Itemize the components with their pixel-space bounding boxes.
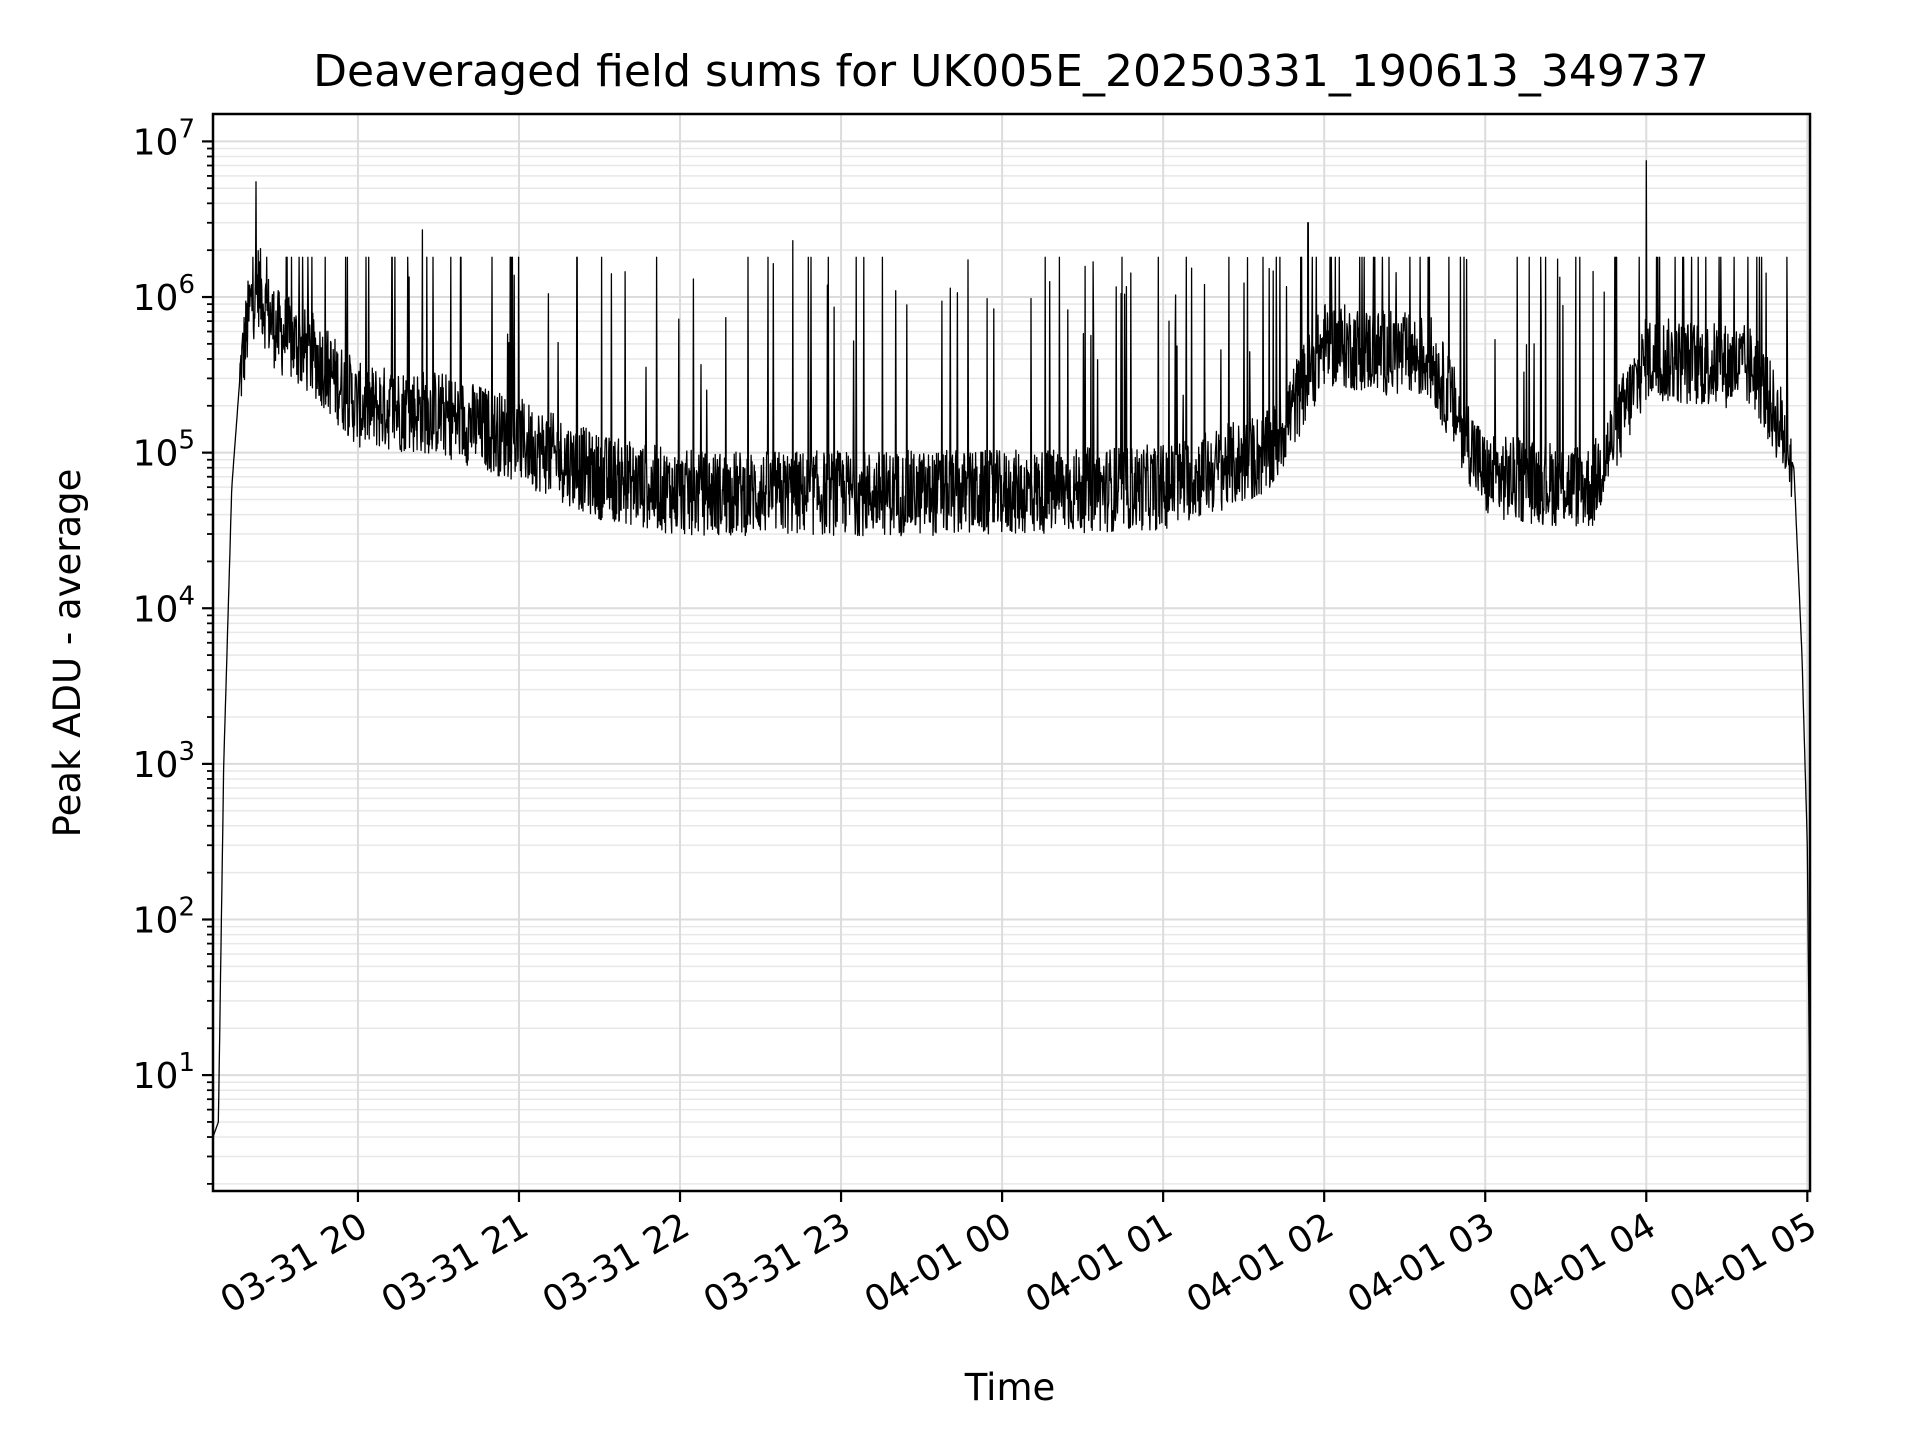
y-tick-label: 106 xyxy=(133,270,195,319)
y-tick-label: 105 xyxy=(133,426,195,475)
y-axis-ticks: 101 102 103 104 105 106 107 xyxy=(133,114,213,1185)
series-line xyxy=(212,160,1811,1138)
y-tick-label: 103 xyxy=(133,737,195,786)
y-axis-label: Peak ADU - average xyxy=(46,469,89,838)
y-tick-label: 102 xyxy=(133,892,195,941)
y-tick-label: 107 xyxy=(133,114,195,163)
y-tick-label: 101 xyxy=(133,1048,195,1097)
x-axis-label: Time xyxy=(964,1366,1056,1409)
y-tick-label: 104 xyxy=(133,581,195,630)
chart-title: Deaveraged field sums for UK005E_2025033… xyxy=(313,46,1709,97)
plot-frame xyxy=(211,112,1812,1193)
series-layer xyxy=(212,160,1811,1138)
